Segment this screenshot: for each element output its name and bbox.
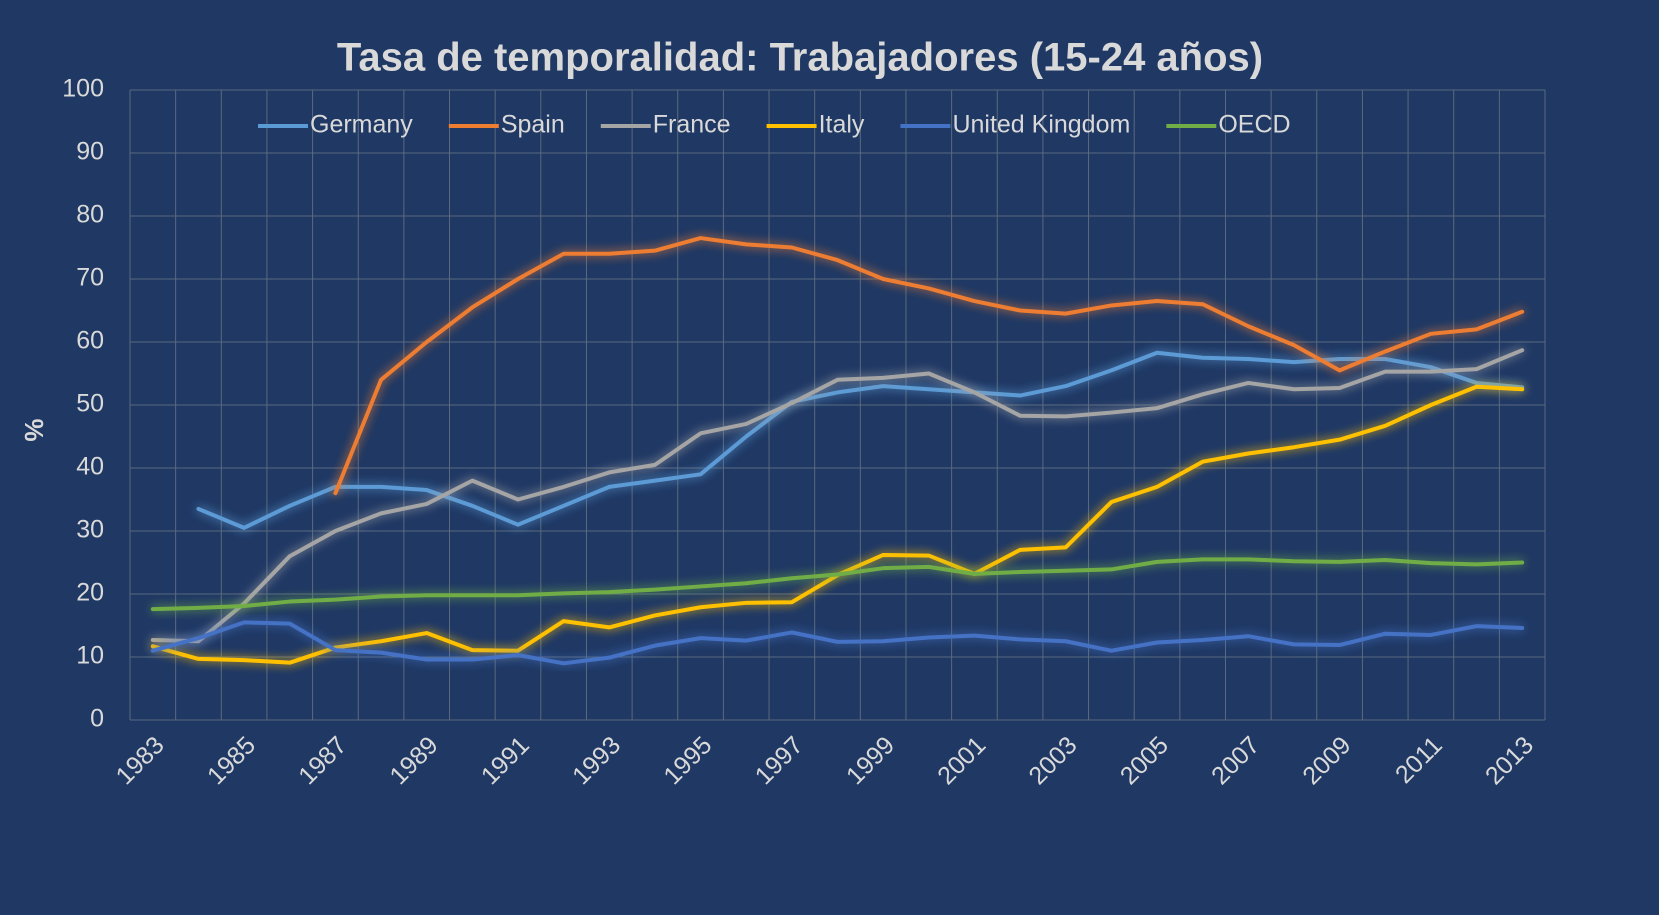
legend-label: Germany [310,111,413,139]
y-tick-label: 0 [90,705,104,733]
y-tick-label: 50 [76,390,104,418]
legend-label: OECD [1218,111,1290,139]
y-tick-label: 80 [76,201,104,229]
series-line [333,236,1525,496]
y-tick-label: 100 [62,75,104,103]
series-line [150,348,1525,644]
legend-label: United Kingdom [952,111,1130,139]
y-tick-label: 90 [76,138,104,166]
y-axis-label: % [19,418,49,441]
y-tick-label: 10 [76,642,104,670]
y-tick-label: 60 [76,327,104,355]
y-tick-label: 70 [76,264,104,292]
legend-label: Spain [501,111,565,139]
series-line [150,620,1525,666]
legend-label: Italy [819,111,865,139]
chart-title: Tasa de temporalidad: Trabajadores (15-2… [337,36,1263,80]
series-line [150,557,1525,612]
series-line [196,350,1525,530]
y-tick-label: 20 [76,579,104,607]
y-tick-label: 30 [76,516,104,544]
legend-label: France [653,111,731,139]
y-tick-label: 40 [76,453,104,481]
